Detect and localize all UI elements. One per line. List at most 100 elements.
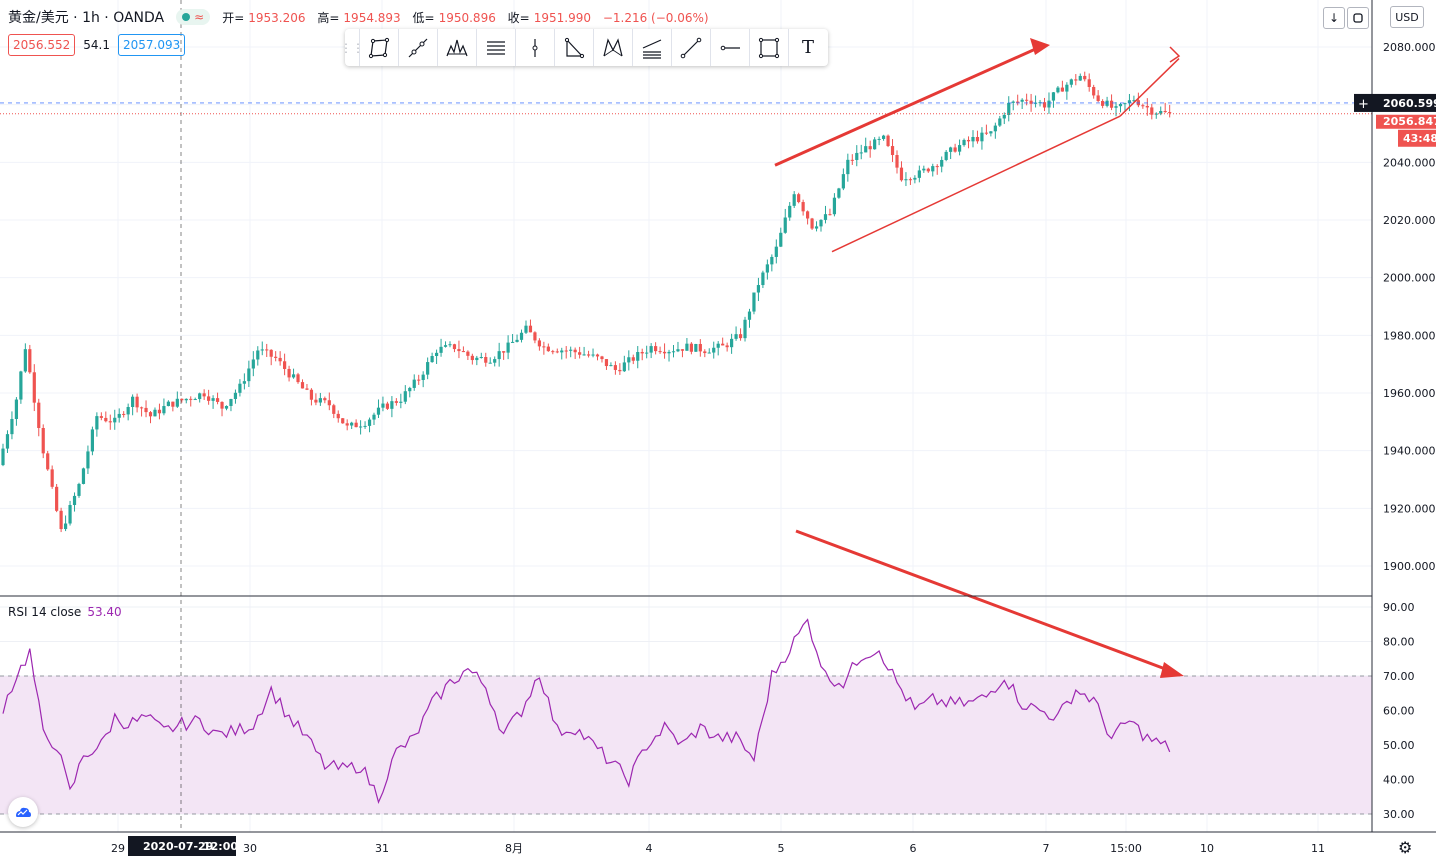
candle-body <box>586 354 591 356</box>
xabcd-pattern-button[interactable] <box>593 29 632 66</box>
candle-body <box>336 413 340 419</box>
candle-body <box>935 166 939 168</box>
candle-body <box>1168 112 1172 114</box>
uptrend-arrow-line <box>774 45 1041 167</box>
vertical-line-button[interactable] <box>515 29 554 66</box>
candle-body <box>10 418 14 435</box>
scroll-down-button[interactable]: ↓ <box>1323 7 1345 29</box>
candle-body <box>332 405 336 414</box>
candle-body <box>510 341 515 343</box>
rsi-tick-label: 60.00 <box>1383 705 1415 718</box>
rectangle-tool-icon <box>758 37 780 58</box>
candle-body <box>779 232 783 247</box>
time-tick-label: 5 <box>778 842 785 855</box>
candle-body <box>1132 100 1136 102</box>
symbol-title[interactable]: 黄金/美元 · 1h · OANDA <box>8 10 165 26</box>
candle-body <box>595 354 600 357</box>
candle-body <box>752 292 756 312</box>
candle-body <box>895 155 899 168</box>
candle-body <box>19 371 23 400</box>
horizontal-ray-button[interactable] <box>710 29 749 66</box>
candle-body <box>1150 107 1154 115</box>
candle-body <box>1029 100 1033 104</box>
rsi-tick-label: 40.00 <box>1383 774 1415 787</box>
candle-body <box>439 346 443 353</box>
settings-gear-icon[interactable]: ⚙ <box>1398 838 1413 857</box>
candle-body <box>162 406 166 414</box>
candle-body <box>14 399 19 419</box>
drawing-toolbar: ⋮⋮ T <box>340 29 828 66</box>
divergence-arrowhead <box>1160 662 1184 678</box>
rectangle-tool-button[interactable] <box>749 29 788 66</box>
crosshair-time-tag <box>128 836 236 856</box>
head-shoulders-icon <box>446 39 468 56</box>
price-tick-label: 1940.000 <box>1383 445 1436 458</box>
candle-body <box>1016 101 1020 103</box>
candle-body <box>1025 99 1029 101</box>
candle-body <box>493 359 497 363</box>
parallel-lines-icon <box>487 40 505 55</box>
high-label: 高= <box>317 10 340 25</box>
candle-body <box>394 401 398 403</box>
candle-body <box>788 205 792 218</box>
price-tick-label: 1900.000 <box>1383 560 1436 573</box>
candle-body <box>600 356 604 360</box>
quote-panel: 2056.552 54.1 2057.093 <box>8 34 186 56</box>
trend-line-button[interactable] <box>671 29 710 66</box>
candle-body <box>1154 113 1158 115</box>
refresh-button[interactable] <box>1347 7 1369 29</box>
candle-body <box>502 351 506 353</box>
candle-body <box>868 146 872 150</box>
candle-body <box>609 365 613 367</box>
candle-body <box>765 264 769 273</box>
current-price-tag <box>1376 114 1436 129</box>
candle-body <box>247 368 251 382</box>
rsi-label[interactable]: RSI 14 close <box>8 605 82 619</box>
head-shoulders-button[interactable] <box>437 29 476 66</box>
candle-body <box>506 342 510 353</box>
candle-body <box>989 131 993 134</box>
buy-price-button[interactable]: 2057.093 <box>117 34 186 56</box>
parallel-lines-button[interactable] <box>476 29 515 66</box>
candle-body <box>260 349 264 351</box>
time-tick-label: 7 <box>1043 842 1050 855</box>
candle-body <box>604 359 609 367</box>
fib-channel-button[interactable] <box>632 29 671 66</box>
candle-body <box>488 362 492 364</box>
polygon-tool-button[interactable] <box>359 29 398 66</box>
tradingview-logo-icon[interactable] <box>8 797 38 827</box>
candle-body <box>957 145 962 152</box>
trend-angle-button[interactable] <box>398 29 437 66</box>
candle-body <box>613 365 617 370</box>
high-value: 1954.893 <box>343 10 401 25</box>
candle-body <box>278 357 282 362</box>
candle-body <box>390 401 394 409</box>
market-status[interactable]: ≈ <box>176 9 211 25</box>
candle-body <box>515 339 519 342</box>
candle-body <box>756 285 761 293</box>
candle-body <box>707 352 711 354</box>
sell-price-button[interactable]: 2056.552 <box>8 34 76 56</box>
candle-body <box>1078 75 1082 81</box>
arrow-down-icon: ↓ <box>1328 11 1340 25</box>
candle-body <box>265 349 269 351</box>
candle-body <box>573 349 577 353</box>
rsi-line <box>2 618 1171 804</box>
horizontal-ray-icon <box>720 45 740 50</box>
drag-handle-icon[interactable]: ⋮⋮ <box>340 40 364 55</box>
candle-body <box>859 152 863 154</box>
price-tick-label: 1920.000 <box>1383 502 1436 515</box>
candle-body <box>99 416 103 418</box>
candle-body <box>689 343 693 352</box>
triangle-tool-button[interactable] <box>554 29 593 66</box>
candle-body <box>524 325 528 333</box>
candle-body <box>667 351 671 354</box>
candle-body <box>1074 79 1078 81</box>
currency-button[interactable]: USD <box>1390 6 1424 28</box>
candle-body <box>376 407 381 415</box>
candle-body <box>971 136 975 142</box>
candle-body <box>774 246 778 257</box>
text-tool-button[interactable]: T <box>788 29 827 66</box>
triangle-tool-icon <box>564 37 585 58</box>
